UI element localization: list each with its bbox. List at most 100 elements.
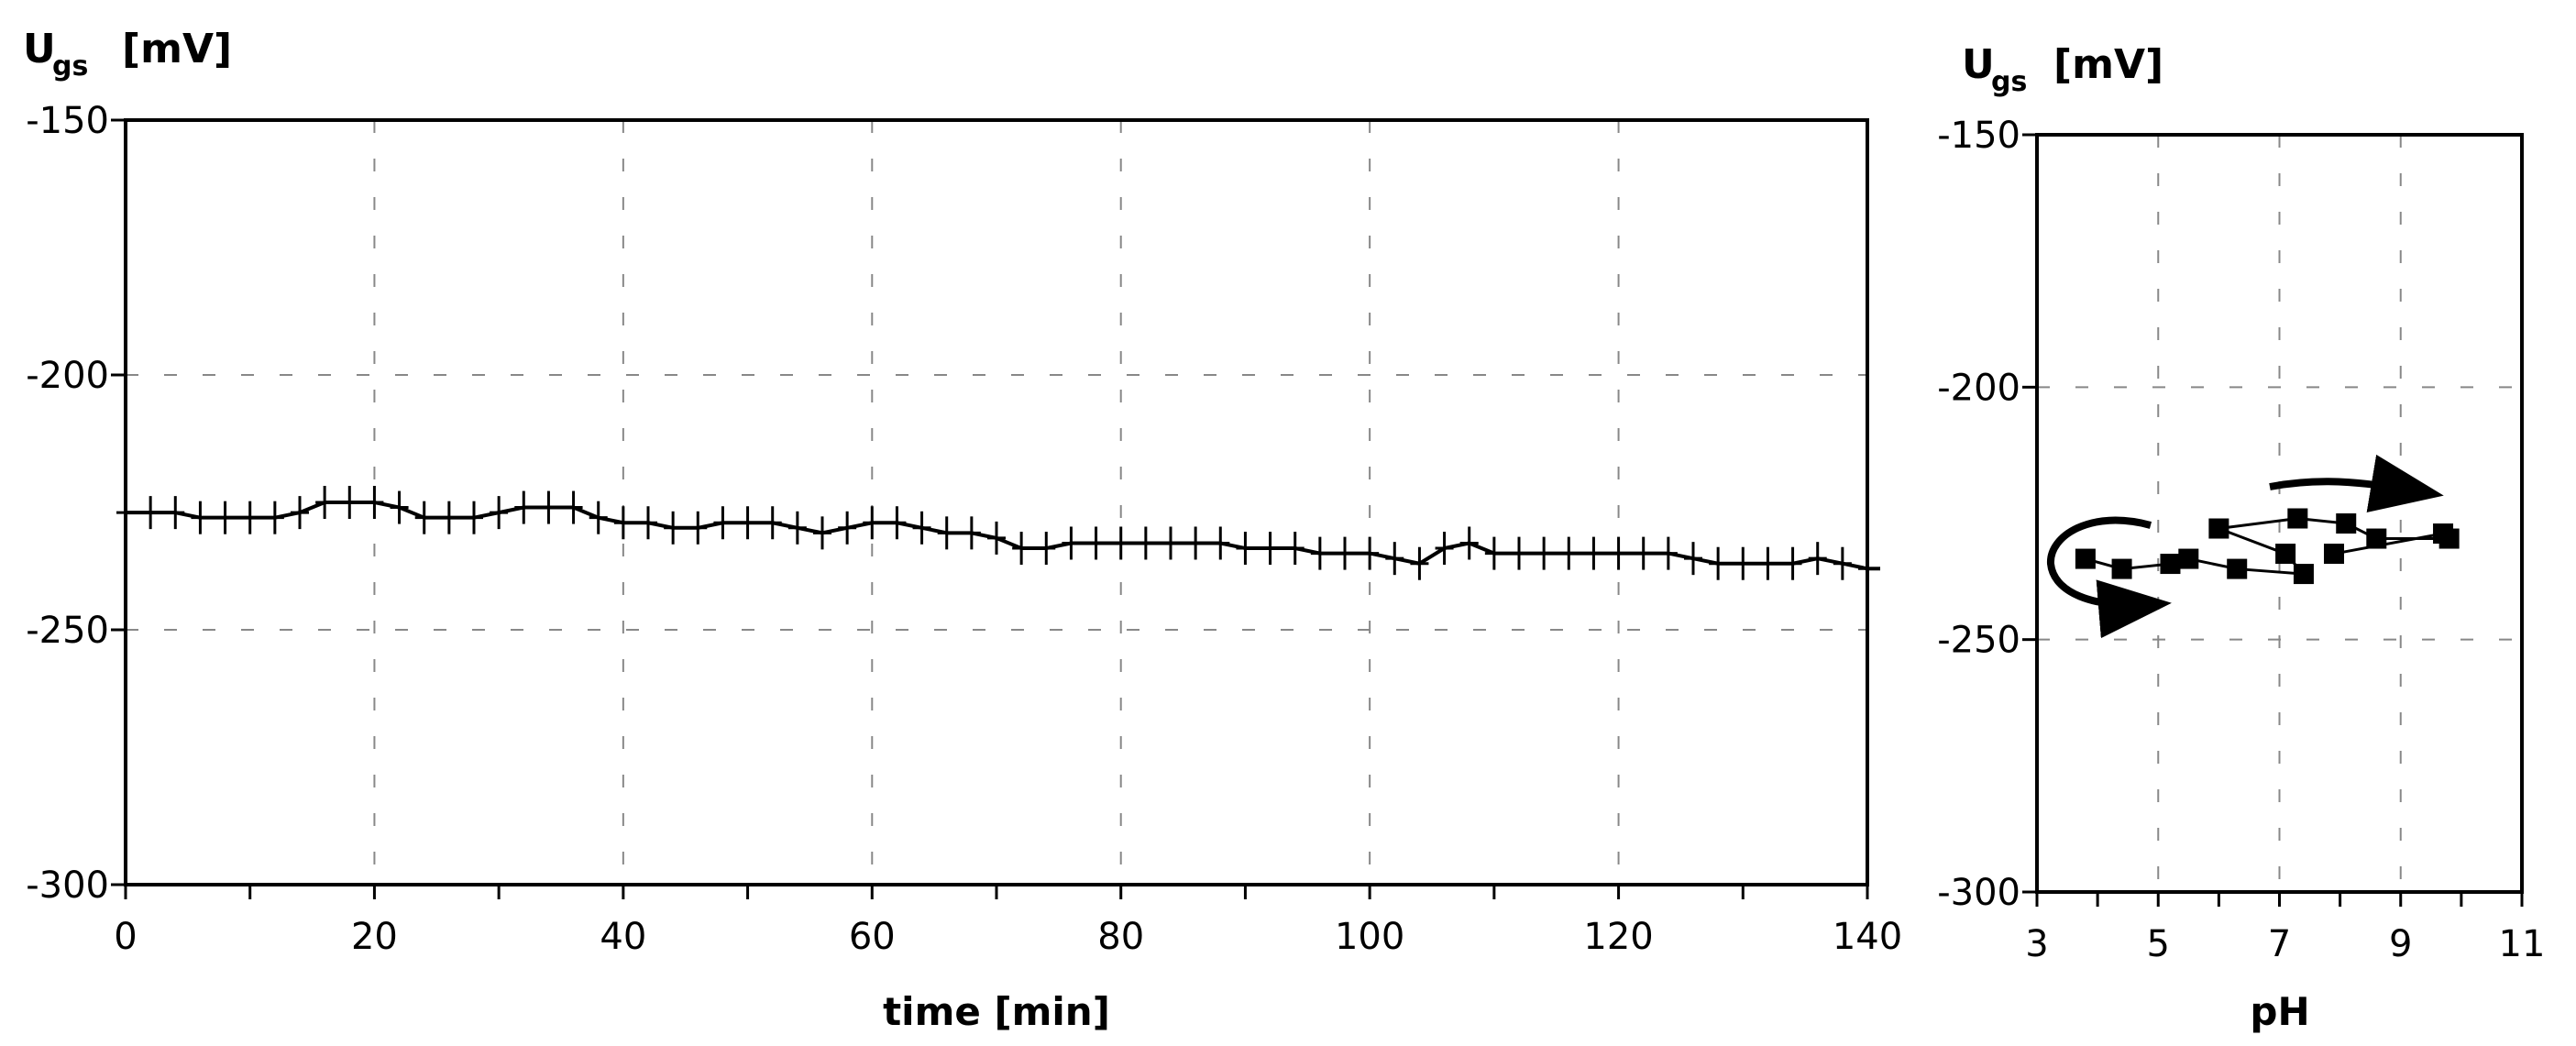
data-point-marker: [390, 490, 409, 524]
data-point-marker: [490, 496, 509, 530]
data-point-marker: [1410, 546, 1429, 580]
axis-ticks: [2022, 133, 2524, 907]
y-axis-label-subscript: gs: [1991, 66, 2027, 98]
data-point-marker: [1858, 552, 1877, 586]
data-point-marker: [539, 490, 558, 524]
data-point-marker: [813, 516, 831, 550]
x-tick-label: 0: [114, 916, 137, 958]
data-point-marker: [215, 501, 235, 534]
grid: [2037, 135, 2522, 892]
x-tick-label: 20: [351, 916, 398, 958]
data-point-marker: [664, 511, 683, 545]
data-point-marker: [1833, 546, 1852, 580]
data-point-marker: [1062, 526, 1081, 560]
data-point-marker: [514, 490, 534, 524]
data-point-marker: [1186, 526, 1205, 560]
data-point-marker: [912, 511, 931, 545]
tick-labels: 3 5 7 9 11 -150 -200 -250 -300: [1937, 115, 2545, 965]
data-point-marker: [688, 511, 708, 545]
data-point-marker: [937, 516, 956, 550]
data-point-marker: [1808, 542, 1827, 576]
data-point-marker: [1758, 546, 1778, 580]
y-tick-label: -200: [26, 355, 109, 397]
data-point-marker: [1435, 532, 1454, 566]
data-point-marker: [141, 496, 160, 530]
data-point-marker: [987, 521, 1006, 555]
data-point-marker: [166, 496, 185, 530]
y-tick-label: -200: [1937, 367, 2020, 409]
x-tick-label: 60: [849, 916, 896, 958]
data-point-marker: [1658, 536, 1678, 570]
data-point-marker: [787, 511, 807, 545]
data-point-marker: [1734, 546, 1753, 580]
y-tick-label: -150: [26, 100, 109, 142]
data-point-marker: [2433, 523, 2454, 545]
x-tick-label: 5: [2147, 923, 2170, 965]
data-point-marker: [738, 506, 757, 540]
x-tick-label: 140: [1833, 916, 1902, 958]
data-point-marker: [1260, 532, 1280, 566]
data-point-marker: [1684, 542, 1702, 576]
y-axis-label-unit: [mV]: [2053, 41, 2163, 88]
data-point-marker: [1012, 532, 1031, 566]
x-axis-title: time [min]: [883, 989, 1110, 1034]
data-point-marker: [340, 486, 359, 519]
x-tick-label: 11: [2499, 923, 2546, 965]
data-point-marker: [589, 501, 608, 534]
data-point-marker: [887, 506, 907, 540]
data-point-marker: [1584, 536, 1603, 570]
y-axis-label-unit: [mV]: [122, 26, 232, 72]
data-point-marker: [2227, 558, 2248, 579]
data-point-marker: [2111, 558, 2132, 579]
data-point-marker: [1285, 532, 1305, 566]
data-point-marker: [1609, 536, 1628, 570]
data-point-marker: [1510, 536, 1528, 570]
data-point-marker: [2075, 548, 2096, 569]
data-point-marker: [191, 501, 210, 534]
data-point-marker: [1535, 536, 1554, 570]
grid: [126, 120, 1867, 885]
data-point-marker: [639, 506, 657, 540]
y-axis-label-subscript: gs: [52, 50, 88, 83]
data-point-marker: [1336, 536, 1354, 570]
y-axis-label-symbol: U: [1962, 41, 1995, 88]
data-point-marker: [1783, 546, 1802, 580]
data-point-marker: [240, 501, 259, 534]
x-tick-label: 100: [1335, 916, 1404, 958]
plot-frame: [124, 118, 1869, 886]
x-axis-title: pH: [2250, 989, 2309, 1034]
data-point-marker: [1111, 526, 1130, 560]
data-point-marker: [763, 506, 782, 540]
series-connector: [2085, 516, 2453, 576]
data-point-marker: [1037, 532, 1056, 566]
data-point-marker: [265, 501, 284, 534]
data-point-marker: [1161, 526, 1180, 560]
y-tick-label: -150: [1937, 115, 2020, 157]
data-point-marker: [1236, 532, 1255, 566]
data-point-marker: [2366, 528, 2387, 549]
data-point-marker: [1385, 542, 1404, 576]
data-point-marker: [439, 501, 458, 534]
series-markers: [2075, 508, 2460, 585]
data-point-marker: [116, 496, 135, 530]
plot-frame: [2035, 133, 2524, 894]
data-point-marker: [838, 511, 857, 545]
x-tick-label: 80: [1097, 916, 1144, 958]
data-point-marker: [564, 490, 583, 524]
data-point-marker: [1136, 526, 1155, 560]
data-point-marker: [863, 506, 882, 540]
data-point-marker: [1211, 526, 1230, 560]
data-point-marker: [365, 486, 384, 519]
ph-scatter-chart: U gs [mV] 3 5 7 9 11 -150 -200 -250 -300 pH: [1937, 41, 2545, 1034]
data-point-marker: [1709, 546, 1728, 580]
x-tick-label: 40: [600, 916, 646, 958]
y-tick-label: -250: [1937, 620, 2020, 662]
data-point-marker: [613, 506, 633, 540]
data-point-marker: [2287, 508, 2308, 529]
series-line: [116, 486, 1880, 586]
x-tick-label: 120: [1583, 916, 1653, 958]
data-point-marker: [2178, 548, 2199, 569]
data-point-marker: [1459, 526, 1479, 560]
data-point-marker: [2324, 544, 2345, 565]
